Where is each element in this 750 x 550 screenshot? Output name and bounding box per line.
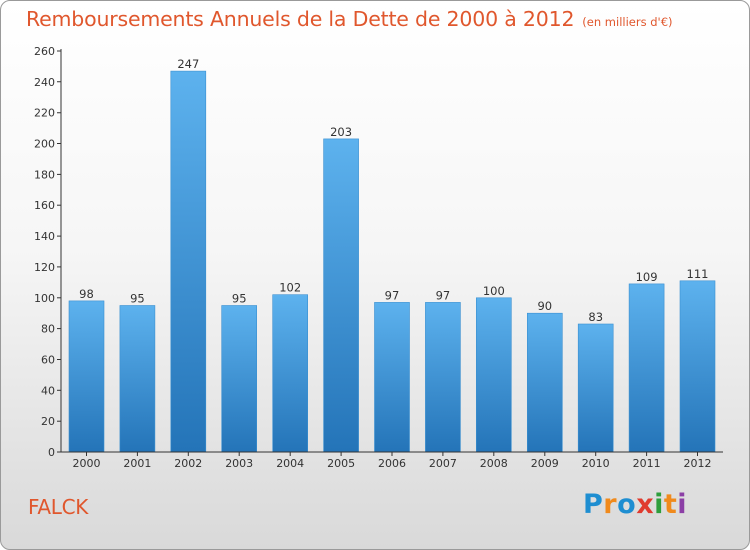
y-tick-label-0: 0 [48, 446, 55, 459]
value-label-2008: 100 [483, 284, 505, 298]
y-tick-label-200: 200 [34, 138, 55, 151]
bar-2002 [170, 70, 207, 453]
x-tick-label-2010: 2010 [582, 457, 610, 470]
bar-2009 [526, 312, 563, 453]
y-tick-label-20: 20 [41, 415, 55, 428]
y-tick-label-260: 260 [34, 45, 55, 58]
value-label-2009: 90 [537, 299, 552, 313]
value-label-2005: 203 [330, 125, 352, 139]
y-tick-label-80: 80 [41, 323, 55, 336]
y-tick-label-100: 100 [34, 292, 55, 305]
y-tick-label-140: 140 [34, 230, 55, 243]
bar-2005 [323, 138, 359, 453]
value-label-2003: 95 [232, 292, 247, 306]
bar-2000 [68, 300, 105, 453]
value-label-2010: 83 [588, 310, 603, 324]
bar-2011 [628, 283, 665, 453]
value-label-2000: 98 [79, 287, 94, 301]
labels-layer: 9820009520012472002952003102200420320059… [34, 45, 712, 470]
bar-2007 [425, 302, 461, 453]
title-row: Remboursements Annuels de la Dette de 20… [26, 7, 673, 31]
chart-title: Remboursements Annuels de la Dette de 20… [26, 7, 575, 31]
proxiti-logo[interactable]: Proxiti [583, 489, 688, 520]
bar-2012 [679, 280, 716, 453]
commune-name: FALCK [28, 495, 89, 519]
value-label-2011: 109 [636, 270, 658, 284]
value-label-2002: 247 [177, 57, 199, 71]
bars-layer [68, 70, 716, 453]
bar-2008 [475, 297, 512, 453]
value-label-2001: 95 [130, 292, 145, 306]
y-tick-label-160: 160 [34, 199, 55, 212]
x-tick-label-2007: 2007 [429, 457, 457, 470]
axes-layer [57, 49, 723, 456]
value-label-2007: 97 [436, 288, 451, 302]
y-tick-label-60: 60 [41, 354, 55, 367]
x-tick-label-2008: 2008 [480, 457, 508, 470]
y-tick-label-240: 240 [34, 76, 55, 89]
chart-subtitle: (en milliers d'€) [582, 15, 673, 29]
y-tick-label-40: 40 [41, 384, 55, 397]
bar-2003 [221, 305, 257, 453]
x-tick-label-2005: 2005 [327, 457, 355, 470]
bar-2010 [577, 323, 614, 453]
bar-2004 [272, 294, 309, 453]
x-tick-label-2006: 2006 [378, 457, 406, 470]
value-label-2006: 97 [385, 288, 400, 302]
bar-2001 [119, 305, 156, 453]
x-tick-label-2011: 2011 [633, 457, 661, 470]
value-label-2012: 111 [687, 267, 709, 281]
x-tick-label-2001: 2001 [123, 457, 151, 470]
value-label-2004: 102 [279, 281, 301, 295]
x-tick-label-2002: 2002 [174, 457, 202, 470]
bar-2006 [374, 302, 410, 453]
y-tick-label-120: 120 [34, 261, 55, 274]
x-tick-label-2003: 2003 [225, 457, 253, 470]
y-tick-label-220: 220 [34, 107, 55, 120]
x-tick-label-2000: 2000 [73, 457, 101, 470]
x-tick-label-2012: 2012 [684, 457, 712, 470]
x-tick-label-2004: 2004 [276, 457, 304, 470]
y-tick-label-180: 180 [34, 168, 55, 181]
x-tick-label-2009: 2009 [531, 457, 559, 470]
